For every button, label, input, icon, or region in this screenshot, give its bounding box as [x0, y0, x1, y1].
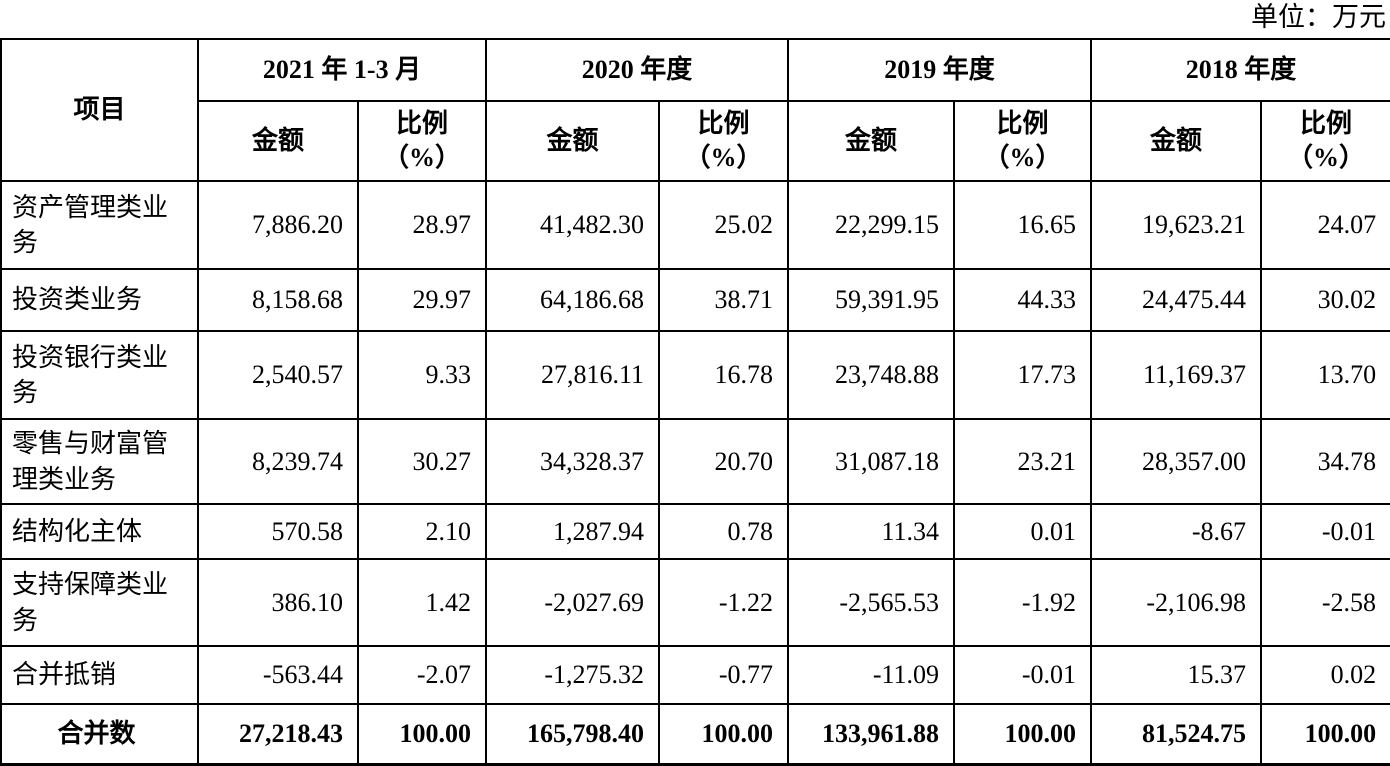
table-body: 资产管理类业务 7,886.20 28.97 41,482.30 25.02 2…: [0, 180, 1390, 766]
cell-2021q1-amount: 27,218.43: [197, 703, 359, 766]
header-amount-2018: 金额: [1090, 100, 1263, 182]
cell-2018-ratio: 34.78: [1260, 418, 1390, 505]
cell-2019-ratio: 44.33: [953, 268, 1093, 332]
header-period-2020: 2020 年度: [485, 38, 790, 102]
header-item-column: 项目: [0, 38, 199, 182]
cell-2021q1-ratio: 100.00: [356, 703, 488, 766]
cell-2020-amount: -2,027.69: [485, 558, 661, 647]
row-item-label: 合并抵销: [0, 645, 199, 705]
table-row-support: 支持保障类业务 386.10 1.42 -2,027.69 -1.22 -2,5…: [0, 558, 1390, 647]
cell-2019-ratio: -1.92: [953, 558, 1093, 647]
cell-2020-ratio: -0.77: [658, 645, 790, 705]
cell-2019-amount: -2,565.53: [787, 558, 956, 647]
cell-2018-amount: -2,106.98: [1090, 558, 1263, 647]
segment-revenue-table: 项目 2021 年 1-3 月 2020 年度 2019 年度 2018 年度 …: [0, 38, 1390, 766]
cell-2019-amount: 11.34: [787, 503, 956, 560]
header-amount-2020: 金额: [485, 100, 661, 182]
cell-2020-ratio: -1.22: [658, 558, 790, 647]
cell-2018-ratio: 100.00: [1260, 703, 1390, 766]
cell-2019-amount: 31,087.18: [787, 418, 956, 505]
table-row-consolidated-total: 合并数 27,218.43 100.00 165,798.40 100.00 1…: [0, 703, 1390, 766]
cell-2019-ratio: 100.00: [953, 703, 1093, 766]
cell-2018-amount: 28,357.00: [1090, 418, 1263, 505]
cell-2020-amount: 64,186.68: [485, 268, 661, 332]
cell-2018-ratio: -0.01: [1260, 503, 1390, 560]
cell-2020-ratio: 20.70: [658, 418, 790, 505]
cell-2021q1-ratio: 9.33: [356, 330, 488, 420]
cell-2018-amount: 11,169.37: [1090, 330, 1263, 420]
cell-2018-ratio: 0.02: [1260, 645, 1390, 705]
cell-2020-amount: 41,482.30: [485, 180, 661, 270]
cell-2021q1-ratio: 29.97: [356, 268, 488, 332]
cell-2018-amount: 24,475.44: [1090, 268, 1263, 332]
row-item-label: 投资类业务: [0, 268, 199, 332]
row-item-label: 投资银行类业务: [0, 330, 199, 420]
row-item-label: 零售与财富管理类业务: [0, 418, 199, 505]
header-ratio-2021q1: 比例 （%）: [356, 100, 488, 182]
header-ratio-2019: 比例 （%）: [953, 100, 1093, 182]
table-row-consolidation-elimination: 合并抵销 -563.44 -2.07 -1,275.32 -0.77 -11.0…: [0, 645, 1390, 705]
header-period-2021q1: 2021 年 1-3 月: [196, 38, 488, 102]
cell-2021q1-amount: 570.58: [197, 503, 359, 560]
cell-2021q1-amount: 8,239.74: [197, 418, 359, 505]
unit-label: 单位：万元: [1251, 2, 1386, 32]
cell-2021q1-amount: 2,540.57: [197, 330, 359, 420]
cell-2020-ratio: 16.78: [658, 330, 790, 420]
cell-2021q1-amount: -563.44: [197, 645, 359, 705]
header-ratio-2020: 比例 （%）: [658, 100, 790, 182]
cell-2020-amount: 1,287.94: [485, 503, 661, 560]
cell-2018-ratio: 30.02: [1260, 268, 1390, 332]
cell-2020-ratio: 100.00: [658, 703, 790, 766]
cell-2018-amount: 15.37: [1090, 645, 1263, 705]
cell-2019-ratio: -0.01: [953, 645, 1093, 705]
cell-2021q1-ratio: 28.97: [356, 180, 488, 270]
table-row-asset-management: 资产管理类业务 7,886.20 28.97 41,482.30 25.02 2…: [0, 180, 1390, 270]
cell-2019-ratio: 0.01: [953, 503, 1093, 560]
cell-2019-amount: 133,961.88: [787, 703, 956, 766]
cell-2021q1-ratio: 1.42: [356, 558, 488, 647]
table-row-investment-banking: 投资银行类业务 2,540.57 9.33 27,816.11 16.78 23…: [0, 330, 1390, 420]
cell-2019-amount: 23,748.88: [787, 330, 956, 420]
header-amount-2019: 金额: [787, 100, 956, 182]
cell-2020-ratio: 25.02: [658, 180, 790, 270]
row-item-label: 资产管理类业务: [0, 180, 199, 270]
table-row-retail-wealth: 零售与财富管理类业务 8,239.74 30.27 34,328.37 20.7…: [0, 418, 1390, 505]
header-row-periods: 项目 2021 年 1-3 月 2020 年度 2019 年度 2018 年度: [0, 38, 1390, 182]
row-item-label: 合并数: [0, 703, 199, 766]
cell-2021q1-ratio: 2.10: [356, 503, 488, 560]
cell-2020-amount: 34,328.37: [485, 418, 661, 505]
cell-2021q1-ratio: -2.07: [356, 645, 488, 705]
row-item-label: 结构化主体: [0, 503, 199, 560]
cell-2021q1-amount: 7,886.20: [197, 180, 359, 270]
cell-2019-ratio: 23.21: [953, 418, 1093, 505]
header-period-2019: 2019 年度: [787, 38, 1093, 102]
cell-2020-amount: 27,816.11: [485, 330, 661, 420]
cell-2020-amount: -1,275.32: [485, 645, 661, 705]
cell-2018-amount: 81,524.75: [1090, 703, 1263, 766]
cell-2020-ratio: 0.78: [658, 503, 790, 560]
cell-2020-ratio: 38.71: [658, 268, 790, 332]
row-item-label: 支持保障类业务: [0, 558, 199, 647]
cell-2018-ratio: -2.58: [1260, 558, 1390, 647]
cell-2019-amount: 22,299.15: [787, 180, 956, 270]
cell-2021q1-amount: 8,158.68: [197, 268, 359, 332]
header-period-2018: 2018 年度: [1090, 38, 1390, 102]
table-row-structured-entities: 结构化主体 570.58 2.10 1,287.94 0.78 11.34 0.…: [0, 503, 1390, 560]
cell-2018-amount: -8.67: [1090, 503, 1263, 560]
cell-2020-amount: 165,798.40: [485, 703, 661, 766]
header-ratio-2018: 比例 （%）: [1260, 100, 1390, 182]
cell-2019-amount: 59,391.95: [787, 268, 956, 332]
cell-2021q1-amount: 386.10: [197, 558, 359, 647]
cell-2018-ratio: 24.07: [1260, 180, 1390, 270]
cell-2018-amount: 19,623.21: [1090, 180, 1263, 270]
header-row-measures: 金额 比例 （%） 金额 比例 （%） 金额 比例 （%） 金额 比例 （%）: [1, 100, 1390, 182]
cell-2018-ratio: 13.70: [1260, 330, 1390, 420]
header-amount-2021q1: 金额: [197, 100, 359, 182]
cell-2021q1-ratio: 30.27: [356, 418, 488, 505]
table-row-investment: 投资类业务 8,158.68 29.97 64,186.68 38.71 59,…: [0, 268, 1390, 332]
cell-2019-ratio: 16.65: [953, 180, 1093, 270]
cell-2019-amount: -11.09: [787, 645, 956, 705]
cell-2019-ratio: 17.73: [953, 330, 1093, 420]
